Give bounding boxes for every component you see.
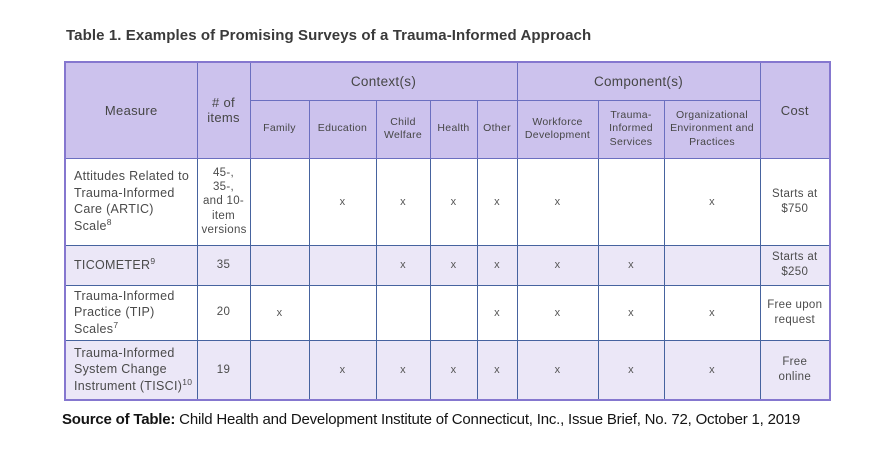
table-row-artic: Attitudes Related to Trauma-Informed Car…	[64, 157, 831, 246]
measure-name: Attitudes Related to Trauma-Informed Car…	[64, 157, 198, 246]
col-header-items: # of items	[196, 61, 251, 159]
reference-superscript: 9	[150, 256, 156, 267]
col-header-family: Family	[249, 99, 310, 159]
source-note-label: Source of Table:	[62, 411, 176, 428]
mark-trauma-informed-services: x	[597, 284, 665, 341]
col-header-other: Other	[476, 99, 518, 159]
mark-education: x	[308, 339, 377, 401]
mark-family	[249, 339, 310, 401]
mark-organizational-environment	[663, 244, 761, 286]
mark-workforce-development: x	[516, 157, 599, 246]
source-note-text: Child Health and Development Institute o…	[175, 411, 801, 428]
mark-education	[308, 284, 377, 341]
mark-trauma-informed-services	[597, 157, 665, 246]
items-count: 19	[196, 339, 251, 401]
mark-health: x	[429, 244, 478, 286]
col-header-education: Education	[308, 99, 377, 159]
surveys-table-container: Measure # of items Context(s) Component(…	[64, 61, 832, 401]
cost-value: Free upon request	[759, 284, 831, 341]
cost-value: Free online	[759, 339, 831, 401]
mark-education: x	[308, 157, 377, 246]
cost-value: Starts at $750	[759, 157, 831, 246]
col-group-components: Component(s)	[516, 61, 761, 101]
col-header-measure: Measure	[64, 61, 198, 159]
mark-family: x	[249, 284, 310, 341]
mark-trauma-informed-services: x	[597, 244, 665, 286]
col-header-trauma-informed-services: Trauma-Informed Services	[597, 99, 665, 159]
mark-workforce-development: x	[516, 339, 599, 401]
mark-workforce-development: x	[516, 284, 599, 341]
measure-text: TICOMETER	[74, 258, 151, 273]
table-title: Table 1. Examples of Promising Surveys o…	[66, 27, 592, 44]
table-row-tisci: Trauma-Informed System Change Instrument…	[64, 339, 831, 401]
mark-family	[249, 244, 310, 286]
measure-name: Trauma-Informed Practice (TIP) Scales7	[64, 284, 198, 341]
mark-health: x	[429, 339, 478, 401]
reference-superscript: 10	[182, 377, 193, 388]
table-row-ticometer: TICOMETER9 35 x x x x x Starts at $250	[64, 244, 831, 286]
mark-workforce-development: x	[516, 244, 599, 286]
surveys-table: Measure # of items Context(s) Component(…	[64, 61, 832, 401]
measure-text: Trauma-Informed System Change Instrument…	[74, 345, 183, 394]
measure-name: TICOMETER9	[64, 244, 198, 286]
mark-child-welfare: x	[375, 244, 431, 286]
mark-child-welfare: x	[375, 339, 431, 401]
measure-name: Trauma-Informed System Change Instrument…	[64, 339, 198, 401]
col-header-health: Health	[429, 99, 478, 159]
source-note: Source of Table: Child Health and Develo…	[62, 411, 800, 428]
mark-child-welfare: x	[375, 157, 431, 246]
mark-family	[249, 157, 310, 246]
cost-value: Starts at $250	[759, 244, 831, 286]
mark-other: x	[476, 157, 518, 246]
mark-other: x	[476, 339, 518, 401]
mark-health	[429, 284, 478, 341]
col-header-child-welfare: Child Welfare	[375, 99, 431, 159]
items-count: 20	[196, 284, 251, 341]
reference-superscript: 7	[113, 320, 119, 331]
measure-text: Attitudes Related to Trauma-Informed Car…	[74, 169, 190, 234]
reference-superscript: 8	[106, 217, 112, 228]
col-header-organizational-environment: Organizational Environment and Practices	[663, 99, 761, 159]
measure-text: Trauma-Informed Practice (TIP) Scales	[74, 288, 175, 337]
mark-health: x	[429, 157, 478, 246]
table-row-tip: Trauma-Informed Practice (TIP) Scales7 2…	[64, 284, 831, 341]
col-group-contexts: Context(s)	[249, 61, 518, 101]
header-row-groups: Measure # of items Context(s) Component(…	[64, 61, 831, 159]
mark-organizational-environment: x	[663, 284, 761, 341]
col-header-workforce-development: Workforce Development	[516, 99, 599, 159]
header-row-subcolumns: Family Education Child Welfare Health Ot…	[65, 99, 830, 159]
mark-other: x	[476, 244, 518, 286]
mark-education	[308, 244, 377, 286]
mark-organizational-environment: x	[663, 157, 761, 246]
col-header-cost: Cost	[759, 61, 831, 159]
mark-organizational-environment: x	[663, 339, 761, 401]
mark-other: x	[476, 284, 518, 341]
mark-child-welfare	[375, 284, 431, 341]
items-count: 45-, 35-, and 10- item versions	[196, 157, 251, 246]
mark-trauma-informed-services: x	[597, 339, 665, 401]
items-count: 35	[196, 244, 251, 286]
